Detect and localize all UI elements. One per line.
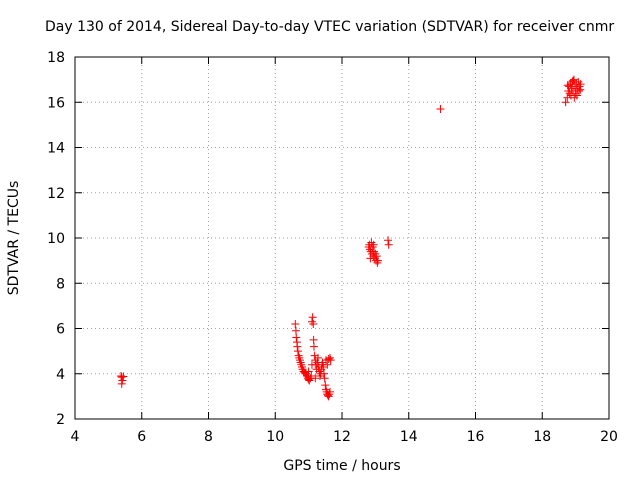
data-point (307, 360, 316, 369)
data-point (568, 76, 577, 85)
grid-lines (75, 57, 609, 419)
data-point (366, 254, 375, 263)
data-point (118, 376, 127, 385)
data-point (307, 317, 316, 326)
y-tick-label: 10 (47, 231, 65, 247)
data-point (323, 391, 332, 400)
data-points (117, 75, 585, 401)
data-point (561, 98, 570, 107)
data-point (307, 372, 316, 381)
data-point (313, 353, 322, 362)
data-point (319, 362, 328, 371)
x-tick-label: 10 (266, 429, 284, 445)
chart-title: Day 130 of 2014, Sidereal Day-to-day VTE… (45, 19, 614, 35)
data-point (369, 240, 378, 249)
data-point (311, 374, 320, 383)
data-point (576, 85, 585, 94)
data-point (293, 342, 302, 351)
y-tick-label: 6 (56, 322, 65, 338)
data-point (291, 326, 300, 335)
data-point (293, 347, 302, 356)
data-point (572, 91, 581, 100)
x-tick-label: 14 (400, 429, 418, 445)
data-point (372, 252, 381, 261)
y-tick-label: 12 (47, 186, 65, 202)
data-point (308, 313, 317, 322)
x-tick-label: 16 (467, 429, 485, 445)
data-point (117, 379, 126, 388)
y-axis-label: SDTVAR / TECUs (6, 181, 22, 296)
x-tick-label: 12 (333, 429, 351, 445)
data-point (436, 105, 445, 114)
data-point (384, 240, 393, 249)
x-tick-label: 8 (204, 429, 213, 445)
y-tick-label: 8 (56, 276, 65, 292)
data-point (292, 333, 301, 342)
data-point (309, 342, 318, 351)
x-tick-label: 4 (71, 429, 80, 445)
data-point (294, 351, 303, 360)
data-point (295, 356, 304, 365)
data-point (320, 374, 329, 383)
data-point (325, 387, 334, 396)
data-point (291, 319, 300, 328)
x-tick-label: 20 (600, 429, 618, 445)
data-point (296, 358, 305, 367)
data-point (563, 81, 572, 90)
y-tick-label: 4 (56, 367, 65, 383)
data-point (119, 372, 128, 381)
data-point (318, 358, 327, 367)
data-point (321, 381, 330, 390)
data-point (304, 367, 313, 376)
data-point (309, 335, 318, 344)
data-point (326, 356, 335, 365)
data-point (295, 353, 304, 362)
y-tick-label: 14 (47, 141, 65, 157)
plot-frame (74, 56, 610, 420)
x-axis-label: GPS time / hours (283, 458, 400, 474)
y-tick-label: 2 (56, 412, 65, 428)
y-tick-label: 16 (47, 95, 65, 111)
data-point (315, 372, 324, 381)
data-point (384, 236, 393, 245)
data-point (569, 75, 578, 84)
data-point (574, 86, 583, 95)
data-point (324, 355, 333, 364)
data-point (323, 360, 332, 369)
data-point (309, 319, 318, 328)
y-tick-label: 18 (47, 50, 65, 66)
data-point (117, 373, 126, 382)
x-tick-label: 18 (533, 429, 551, 445)
x-tick-label: 6 (137, 429, 146, 445)
data-point (319, 369, 328, 378)
data-point (374, 256, 383, 265)
